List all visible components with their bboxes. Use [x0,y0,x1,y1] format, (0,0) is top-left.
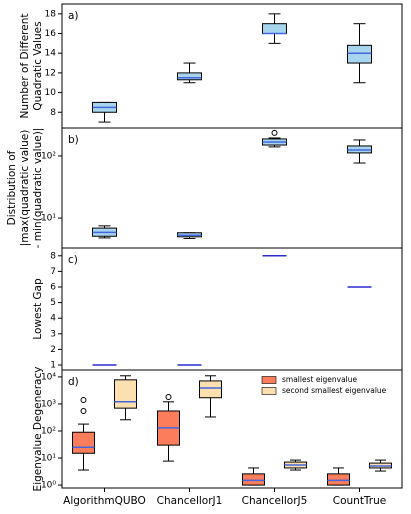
box [327,473,350,486]
legend-swatch [261,387,277,395]
outlier [80,407,87,414]
x-tick-label: AlgorithmQUBO [63,495,146,507]
y-tick-label: 10¹ [41,214,56,224]
x-tick-label: ChancellorJ5 [242,495,308,507]
y-tick-label: 10 [45,88,57,98]
box [114,379,137,409]
y-axis-label: Eigenvalue Degeneracy [32,367,44,492]
box [347,44,372,64]
y-tick-label: 4 [50,314,56,324]
box [177,72,202,81]
y-tick-label: 16 [45,29,57,39]
y-axis-label: Number of Different [19,14,31,119]
y-tick-label: 10¹ [41,454,56,464]
y-tick-label: 6 [50,283,56,293]
y-tick-label: 10² [41,151,56,161]
box [262,23,287,35]
y-axis-label: Distribution of [6,150,18,225]
y-tick-label: 14 [45,49,57,59]
y-tick-label: 8 [50,251,56,261]
panel-label: b) [68,134,79,146]
panel-label: d) [68,376,79,388]
y-tick-label: 10³ [41,399,56,409]
y-axis-label: Quadratic Values [32,21,44,110]
y-axis-label: - min(quadratic value)| [32,128,44,249]
outlier [271,129,278,136]
outlier [165,394,172,401]
outlier [80,396,87,403]
y-axis-label: |max(quadratic value) [19,130,31,247]
y-tick-label: 12 [45,68,56,78]
y-tick-label: 8 [50,108,56,118]
panel-frame [61,247,403,371]
legend-label: smallest eigenvalue [282,375,358,384]
panel-frame [61,369,403,489]
box [72,431,95,454]
y-tick-label: 7 [50,267,56,277]
y-tick-label: 2 [50,345,56,355]
legend-label: second smallest eigenvalue [282,386,387,395]
y-tick-label: 10² [41,426,56,436]
x-tick-label: ChancellorJ1 [157,495,223,507]
y-axis-label: Lowest Gap [32,278,44,340]
y-tick-label: 10⁴ [41,372,56,382]
legend-swatch [261,376,277,384]
panel-label: c) [68,254,78,266]
x-tick-label: CountTrue [333,495,386,507]
y-tick-label: 5 [50,298,56,308]
panel-label: a) [68,10,79,22]
y-tick-label: 10⁰ [41,481,56,491]
box [199,380,222,399]
y-tick-label: 3 [50,329,56,339]
y-tick-label: 1 [50,361,56,371]
y-tick-label: 18 [45,9,57,19]
box [242,473,265,486]
